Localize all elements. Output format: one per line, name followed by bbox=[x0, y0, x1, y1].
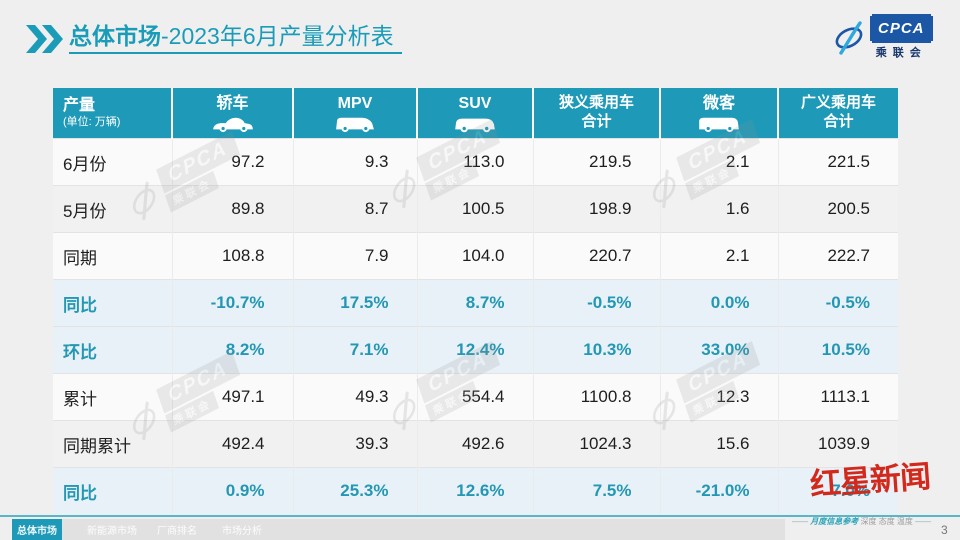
cpca-emblem-icon bbox=[835, 21, 863, 55]
header-broad-pv-total: 广义乘用车 合计 bbox=[778, 88, 898, 139]
suv-icon bbox=[455, 118, 495, 133]
table-header-row: 产量 (单位: 万辆) 轿车 MPV bbox=[53, 88, 898, 139]
value-cell: 17.5% bbox=[293, 279, 418, 327]
value-cell: 10.5% bbox=[778, 326, 898, 374]
row-label-cell: 同比 bbox=[53, 467, 173, 514]
sedan-icon bbox=[212, 117, 253, 132]
value-cell: 9.3 bbox=[293, 138, 418, 186]
value-cell: 8.7% bbox=[417, 279, 534, 327]
value-cell: 1100.8 bbox=[533, 373, 661, 421]
value-cell: 7.0% bbox=[778, 467, 898, 514]
double-chevron-icon bbox=[26, 25, 63, 54]
row-label-cell: 同比 bbox=[53, 279, 173, 327]
value-cell: 8.2% bbox=[172, 326, 294, 374]
value-cell: 89.8 bbox=[172, 185, 294, 233]
value-cell: 49.3 bbox=[293, 373, 418, 421]
value-cell: 33.0% bbox=[660, 326, 779, 374]
value-cell: 7.9 bbox=[293, 232, 418, 280]
value-cell: 25.3% bbox=[293, 467, 418, 514]
value-cell: 497.1 bbox=[172, 373, 294, 421]
redstar-news-logo: 红星新闻 bbox=[808, 458, 932, 503]
value-cell: 222.7 bbox=[778, 232, 898, 280]
table-row: 5月份 89.8 8.7 100.5 198.9 1.6 200.5 bbox=[53, 185, 898, 233]
row-label-cell: 5月份 bbox=[53, 185, 173, 233]
table-row: 累计 497.1 49.3 554.4 1100.8 12.3 1113.1 bbox=[53, 373, 898, 421]
table-row: 环比 8.2% 7.1% 12.4% 10.3% 33.0% 10.5% bbox=[53, 326, 898, 374]
value-cell: 104.0 bbox=[417, 232, 534, 280]
value-cell: 10.3% bbox=[533, 326, 661, 374]
value-cell: 492.4 bbox=[172, 420, 294, 468]
tab-market-analysis[interactable]: 市场分析 bbox=[222, 526, 262, 537]
value-cell: 1039.9 bbox=[778, 420, 898, 468]
cpca-brand-text: CPCA bbox=[870, 16, 933, 41]
value-cell: 554.4 bbox=[417, 373, 534, 421]
row-label-cell: 同期 bbox=[53, 232, 173, 280]
value-cell: 198.9 bbox=[533, 185, 661, 233]
table-row: 同比 -10.7% 17.5% 8.7% -0.5% 0.0% -0.5% bbox=[53, 279, 898, 327]
value-cell: 12.4% bbox=[417, 326, 534, 374]
minivan-icon bbox=[699, 117, 739, 132]
table-row: 同期 108.8 7.9 104.0 220.7 2.1 222.7 bbox=[53, 232, 898, 280]
value-cell: 7.5% bbox=[533, 467, 661, 514]
footer-tab-bar: 总体市场 新能源市场 厂商排名 市场分析 bbox=[12, 519, 785, 540]
value-cell: 12.3 bbox=[660, 373, 779, 421]
tab-overall-market[interactable]: 总体市场 bbox=[12, 519, 62, 540]
value-cell: 221.5 bbox=[778, 138, 898, 186]
row-label-cell: 同期累计 bbox=[53, 420, 173, 468]
tab-nev-market[interactable]: 新能源市场 bbox=[87, 526, 137, 537]
footer-accent-line bbox=[0, 515, 960, 517]
value-cell: -0.5% bbox=[533, 279, 661, 327]
value-cell: 1113.1 bbox=[778, 373, 898, 421]
value-cell: 7.1% bbox=[293, 326, 418, 374]
cpca-subtext: 乘联会 bbox=[875, 47, 927, 59]
tab-oem-ranking[interactable]: 厂商排名 bbox=[157, 526, 197, 537]
row-label-cell: 环比 bbox=[53, 326, 173, 374]
value-cell: 492.6 bbox=[417, 420, 534, 468]
value-cell: 8.7 bbox=[293, 185, 418, 233]
value-cell: 15.6 bbox=[660, 420, 779, 468]
header-mpv: MPV bbox=[293, 88, 418, 139]
value-cell: 1.6 bbox=[660, 185, 779, 233]
value-cell: 2.1 bbox=[660, 138, 779, 186]
cpca-logo: CPCA 乘联会 bbox=[833, 16, 951, 60]
value-cell: 12.6% bbox=[417, 467, 534, 514]
page-title: 总体市场-2023年6月产量分析表 bbox=[25, 23, 402, 55]
value-cell: 0.0% bbox=[660, 279, 779, 327]
value-cell: -10.7% bbox=[172, 279, 294, 327]
table-row: 同期累计 492.4 39.3 492.6 1024.3 15.6 1039.9 bbox=[53, 420, 898, 468]
value-cell: 1024.3 bbox=[533, 420, 661, 468]
value-cell: -21.0% bbox=[660, 467, 779, 514]
value-cell: 39.3 bbox=[293, 420, 418, 468]
header-sedan: 轿车 bbox=[172, 88, 294, 139]
title-rest: -2023年6月产量分析表 bbox=[161, 23, 394, 49]
value-cell: 100.5 bbox=[417, 185, 534, 233]
production-table: 产量 (单位: 万辆) 轿车 MPV bbox=[53, 88, 898, 514]
header-suv: SUV bbox=[417, 88, 534, 139]
value-cell: 219.5 bbox=[533, 138, 661, 186]
title-section: 总体市场 bbox=[69, 23, 161, 49]
value-cell: 200.5 bbox=[778, 185, 898, 233]
row-label-cell: 累计 bbox=[53, 373, 173, 421]
value-cell: 220.7 bbox=[533, 232, 661, 280]
page-number: 3 bbox=[941, 523, 948, 537]
table-row: 6月份 97.2 9.3 113.0 219.5 2.1 221.5 bbox=[53, 138, 898, 186]
value-cell: 2.1 bbox=[660, 232, 779, 280]
value-cell: 97.2 bbox=[172, 138, 294, 186]
row-label-cell: 6月份 bbox=[53, 138, 173, 186]
mpv-icon bbox=[336, 117, 374, 132]
header-narrow-pv-total: 狭义乘用车 合计 bbox=[533, 88, 661, 139]
value-cell: 0.9% bbox=[172, 467, 294, 514]
value-cell: -0.5% bbox=[778, 279, 898, 327]
header-production: 产量 (单位: 万辆) bbox=[53, 88, 173, 139]
header-minivan: 微客 bbox=[660, 88, 779, 139]
table-row: 同比 0.9% 25.3% 12.6% 7.5% -21.0% 7.0% bbox=[53, 467, 898, 514]
value-cell: 113.0 bbox=[417, 138, 534, 186]
value-cell: 108.8 bbox=[172, 232, 294, 280]
redstar-slogan: —— 月度信息参考 深度 态度 温度 —— bbox=[792, 517, 932, 526]
